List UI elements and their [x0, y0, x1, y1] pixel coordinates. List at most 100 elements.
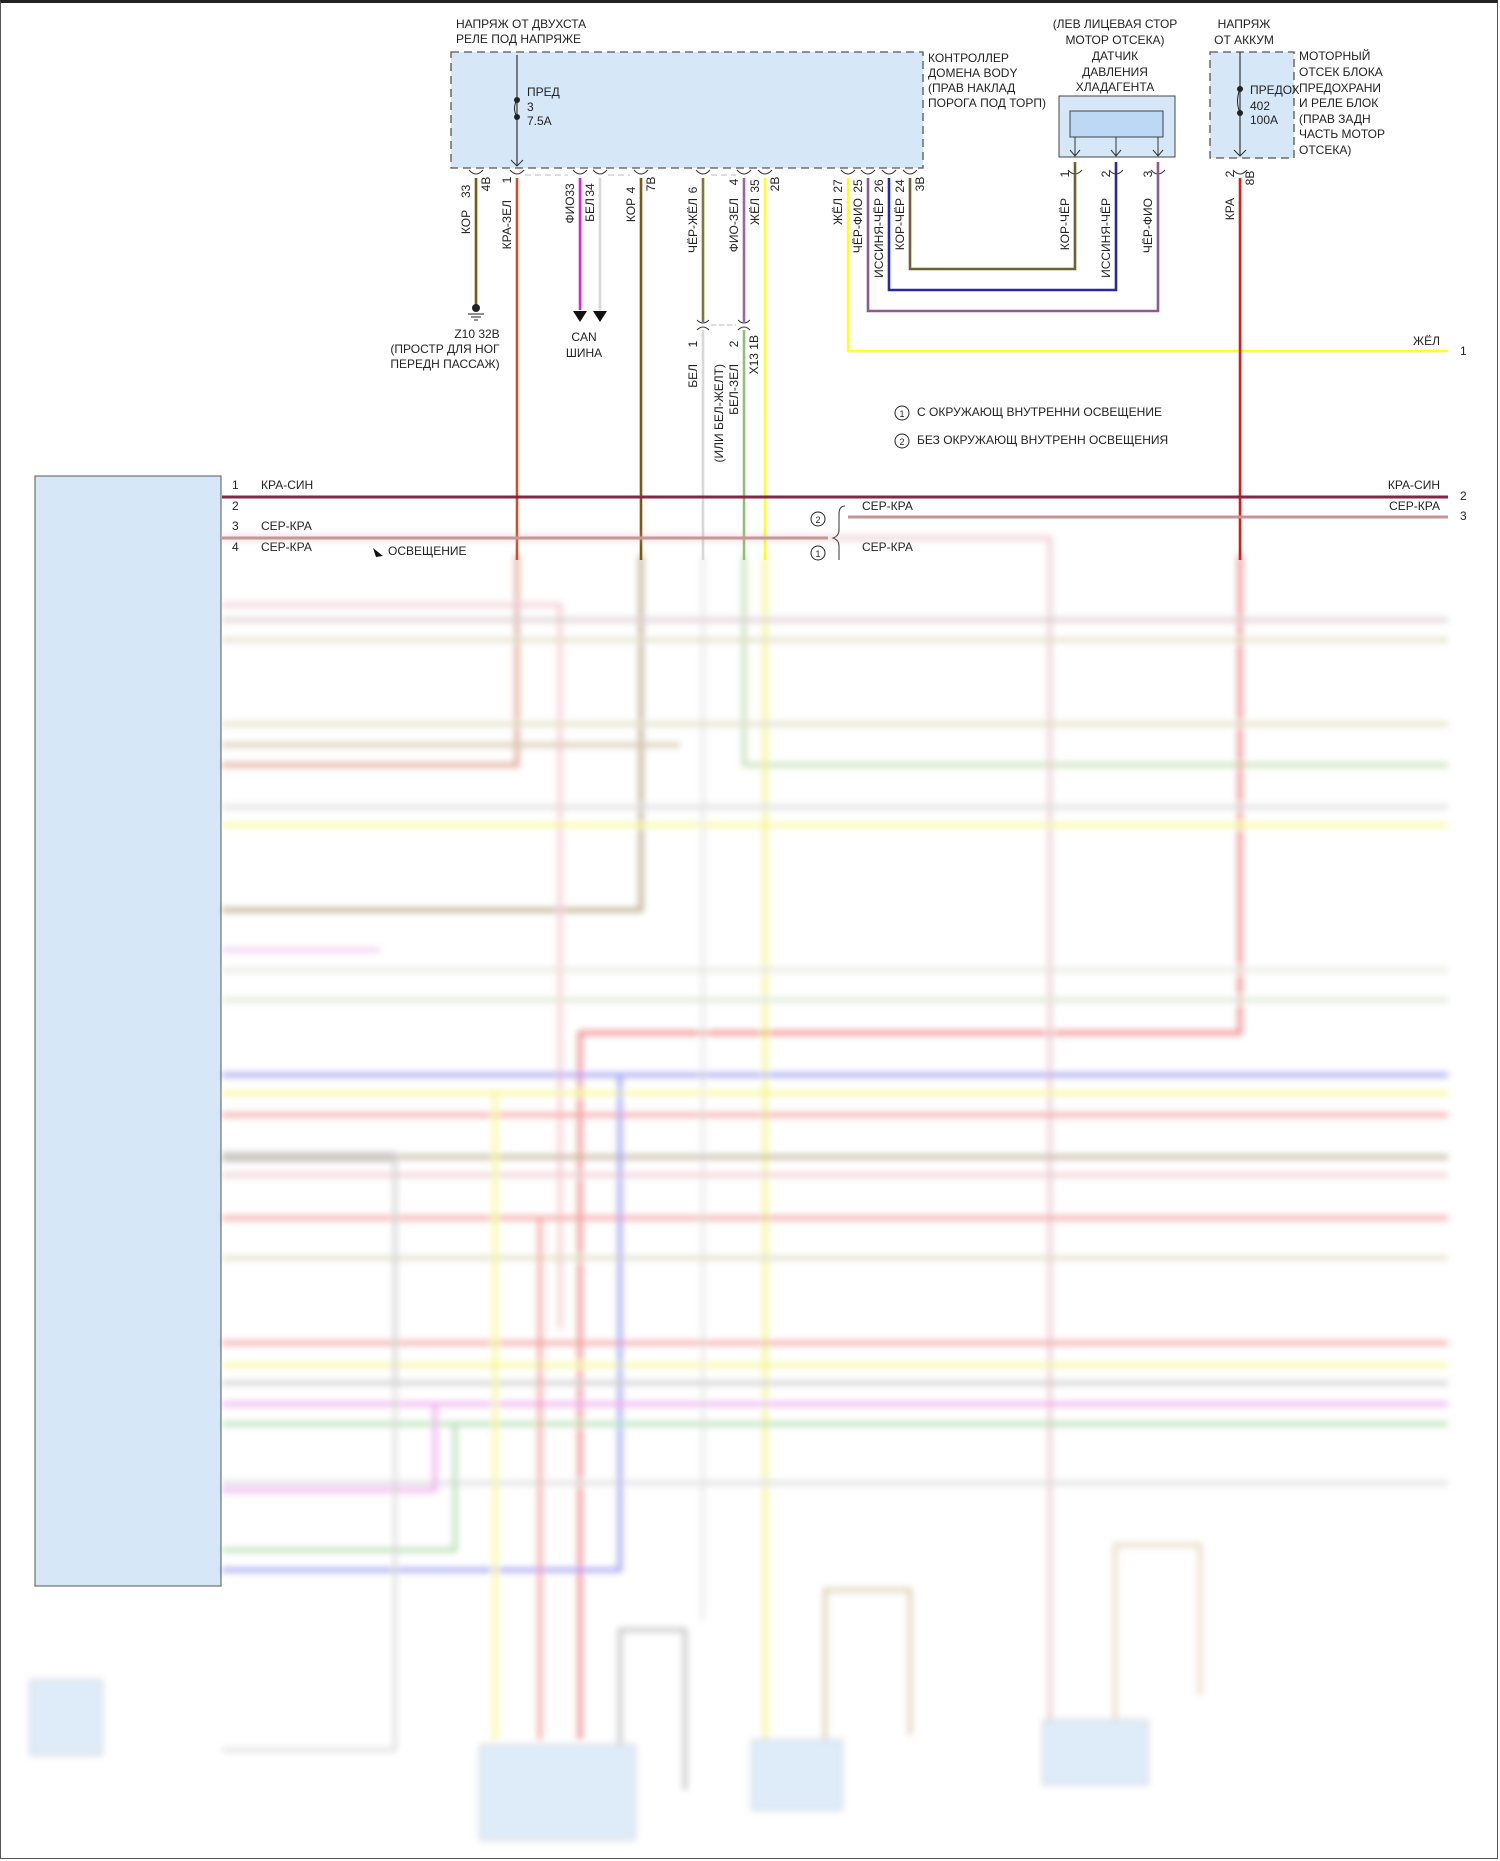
body-controller-label-2: ДОМЕНА BODY	[928, 66, 1017, 80]
sensor-name-1: ДАТЧИК	[1092, 49, 1138, 63]
pin-cup	[695, 169, 711, 175]
wire-issinya-chyor	[887, 162, 1118, 292]
legend-mark-1: 1	[899, 409, 904, 419]
legend-text-2: БЕЗ ОКРУЖАЮЩ ВНУТРЕНН ОСВЕЩЕНИЯ	[917, 433, 1168, 447]
x13-pin1: 1	[686, 340, 700, 347]
blurred-wire	[742, 555, 1448, 767]
pin-label: 34	[583, 183, 597, 197]
pin-cup	[902, 169, 918, 175]
pin-cup	[881, 169, 897, 175]
conn-label: 4B	[479, 177, 493, 192]
fuse-box-label-5: (ПРАВ ЗАДН	[1299, 112, 1371, 126]
variant1-wire-label: СЕР-КРА	[862, 540, 913, 554]
fuse-box-label-7: ОТСЕКА)	[1299, 143, 1351, 157]
pin-label: 33	[459, 184, 473, 198]
blurred-component	[479, 1744, 636, 1841]
sensor-name-2: ДАВЛЕНИЯ	[1082, 65, 1148, 79]
pin-cup	[509, 169, 525, 175]
connector-pins	[468, 169, 1248, 175]
sensor-location-2: МОТОР ОТСЕКА)	[1065, 33, 1164, 47]
blurred-wire	[823, 1588, 912, 1740]
pin-cup	[757, 169, 773, 175]
variant-legend: 1 С ОКРУЖАЮЩ ВНУТРЕННИ ОСВЕЩЕНИЕ 2 БЕЗ О…	[894, 405, 1168, 449]
pin-cup	[592, 169, 608, 175]
wire-labels: 33 4B КОР 1 КРА-ЗЕЛ 33 ФИО 34 БЕЛ 4 7B К…	[459, 170, 1257, 278]
blurred-wire	[222, 1073, 1448, 1572]
pin-label: 2	[1223, 170, 1237, 177]
wire-color-label: КОР-ЧЁР	[893, 198, 907, 250]
x13-pin2: 2	[727, 340, 741, 347]
pin-label: 33	[563, 183, 577, 197]
body-controller-label-3: (ПРАВ НАКЛАД	[928, 81, 1015, 95]
pin-label: 35	[748, 179, 762, 193]
conn-label: 8B	[1243, 171, 1257, 186]
wire-chyor-fio	[866, 162, 1160, 313]
body-controller-label-4: ПОРОГА ПОД ТОРП)	[928, 96, 1046, 110]
out-kra-sin-label: КРА-СИН	[1388, 478, 1440, 492]
wire-color-label: КРА-ЗЕЛ	[500, 200, 514, 249]
refrigerant-pressure-sensor: (ЛЕВ ЛИЦЕВАЯ СТОР МОТОР ОТСЕКА) ДАТЧИК Д…	[1053, 17, 1178, 158]
x13-wire1-alt: (ИЛИ БЕЛ-ЖЕЛТ)	[712, 364, 726, 463]
wire-color-label: КОР	[624, 198, 638, 222]
pin-cup	[736, 169, 752, 175]
wire-color-label: БЕЛ	[583, 198, 597, 222]
ground-label-1: Z10 32B	[454, 327, 499, 341]
sensor-name-3: ХЛАДАГЕНТА	[1076, 80, 1155, 94]
x13-connector-id: X13 1B	[747, 335, 761, 374]
left-wire4-label: СЕР-КРА	[261, 540, 312, 554]
pin-cup	[840, 169, 856, 175]
pin-label: 27	[831, 179, 845, 193]
pin-cup	[633, 169, 649, 175]
wire-color-label: ФИО	[563, 196, 577, 223]
pin-cup	[1232, 169, 1248, 175]
wire-color-label: ЖЁЛ	[748, 198, 762, 225]
pin-cup	[572, 169, 588, 175]
left-module: 1 2 3 4 КРА-СИН СЕР-КРА СЕР-КРА ОСВЕЩЕНИ…	[34, 475, 467, 1587]
blurred-wire	[1113, 1543, 1202, 1720]
lighting-label: ОСВЕЩЕНИЕ	[388, 544, 467, 558]
wire-color-label: КОР-ЧЁР	[1058, 198, 1072, 250]
left-wire1-label: КРА-СИН	[261, 478, 313, 492]
blurred-wire	[222, 536, 1052, 1770]
out-ser-kra-label: СЕР-КРА	[1389, 499, 1440, 513]
fuse3-name: ПРЕД	[527, 85, 560, 99]
blurred-component	[751, 1739, 843, 1811]
variant2-wire-label: СЕР-КРА	[862, 499, 913, 513]
wire-color-label: КОР	[459, 210, 473, 234]
left-pin-2: 2	[232, 499, 239, 513]
fuse402-number: 402	[1250, 99, 1270, 113]
battery-supply-1: НАПРЯЖ	[1218, 17, 1271, 31]
wire-color-label: ЖЁЛ	[831, 198, 845, 225]
fuse-box-label-2: ОТСЕК БЛОКА	[1299, 65, 1383, 79]
fuse-icon	[1237, 86, 1243, 116]
ground-label-2: (ПРОСТР ДЛЯ НОГ	[390, 342, 500, 356]
fuse3-rating: 7.5A	[527, 114, 552, 128]
relay-supply-line2: РЕЛЕ ПОД НАПРЯЖЕ	[456, 32, 581, 46]
left-pin-4: 4	[232, 540, 239, 554]
fuse-box-label-3: ПРЕДОХРАНИ	[1299, 81, 1381, 95]
pin-label: 3	[1141, 170, 1155, 177]
blurred-wire	[222, 1402, 1448, 1492]
pin-label: 6	[686, 186, 700, 193]
ground-icon	[468, 304, 484, 321]
fuse402-name: ПРЕДОХ	[1250, 83, 1300, 97]
wire-color-label: ЧЁР-ФИО	[851, 198, 865, 253]
pin-label: 1	[1058, 170, 1072, 177]
pin-cup	[860, 169, 876, 175]
blurred-wire	[222, 555, 519, 767]
pin-label: 4	[624, 186, 638, 193]
arrow-icon	[373, 548, 383, 557]
wire-color-label: ФИО-ЗЕЛ	[727, 198, 741, 252]
pin-label: 4	[727, 178, 741, 185]
wire-zhel-27	[846, 178, 1448, 353]
fuse-box-label-1: МОТОРНЫЙ	[1299, 48, 1370, 63]
legend-text-1: С ОКРУЖАЮЩ ВНУТРЕННИ ОСВЕЩЕНИЕ	[917, 405, 1162, 419]
pin-cup	[468, 169, 484, 175]
sensor-location-1: (ЛЕВ ЛИЦЕВАЯ СТОР	[1053, 17, 1178, 31]
x13-wire2: БЕЛ-ЗЕЛ	[727, 364, 741, 415]
fuse3-number: 3	[527, 100, 534, 114]
fuse402-rating: 100A	[1250, 113, 1278, 127]
can-bus-label-2: ШИНА	[566, 346, 602, 360]
